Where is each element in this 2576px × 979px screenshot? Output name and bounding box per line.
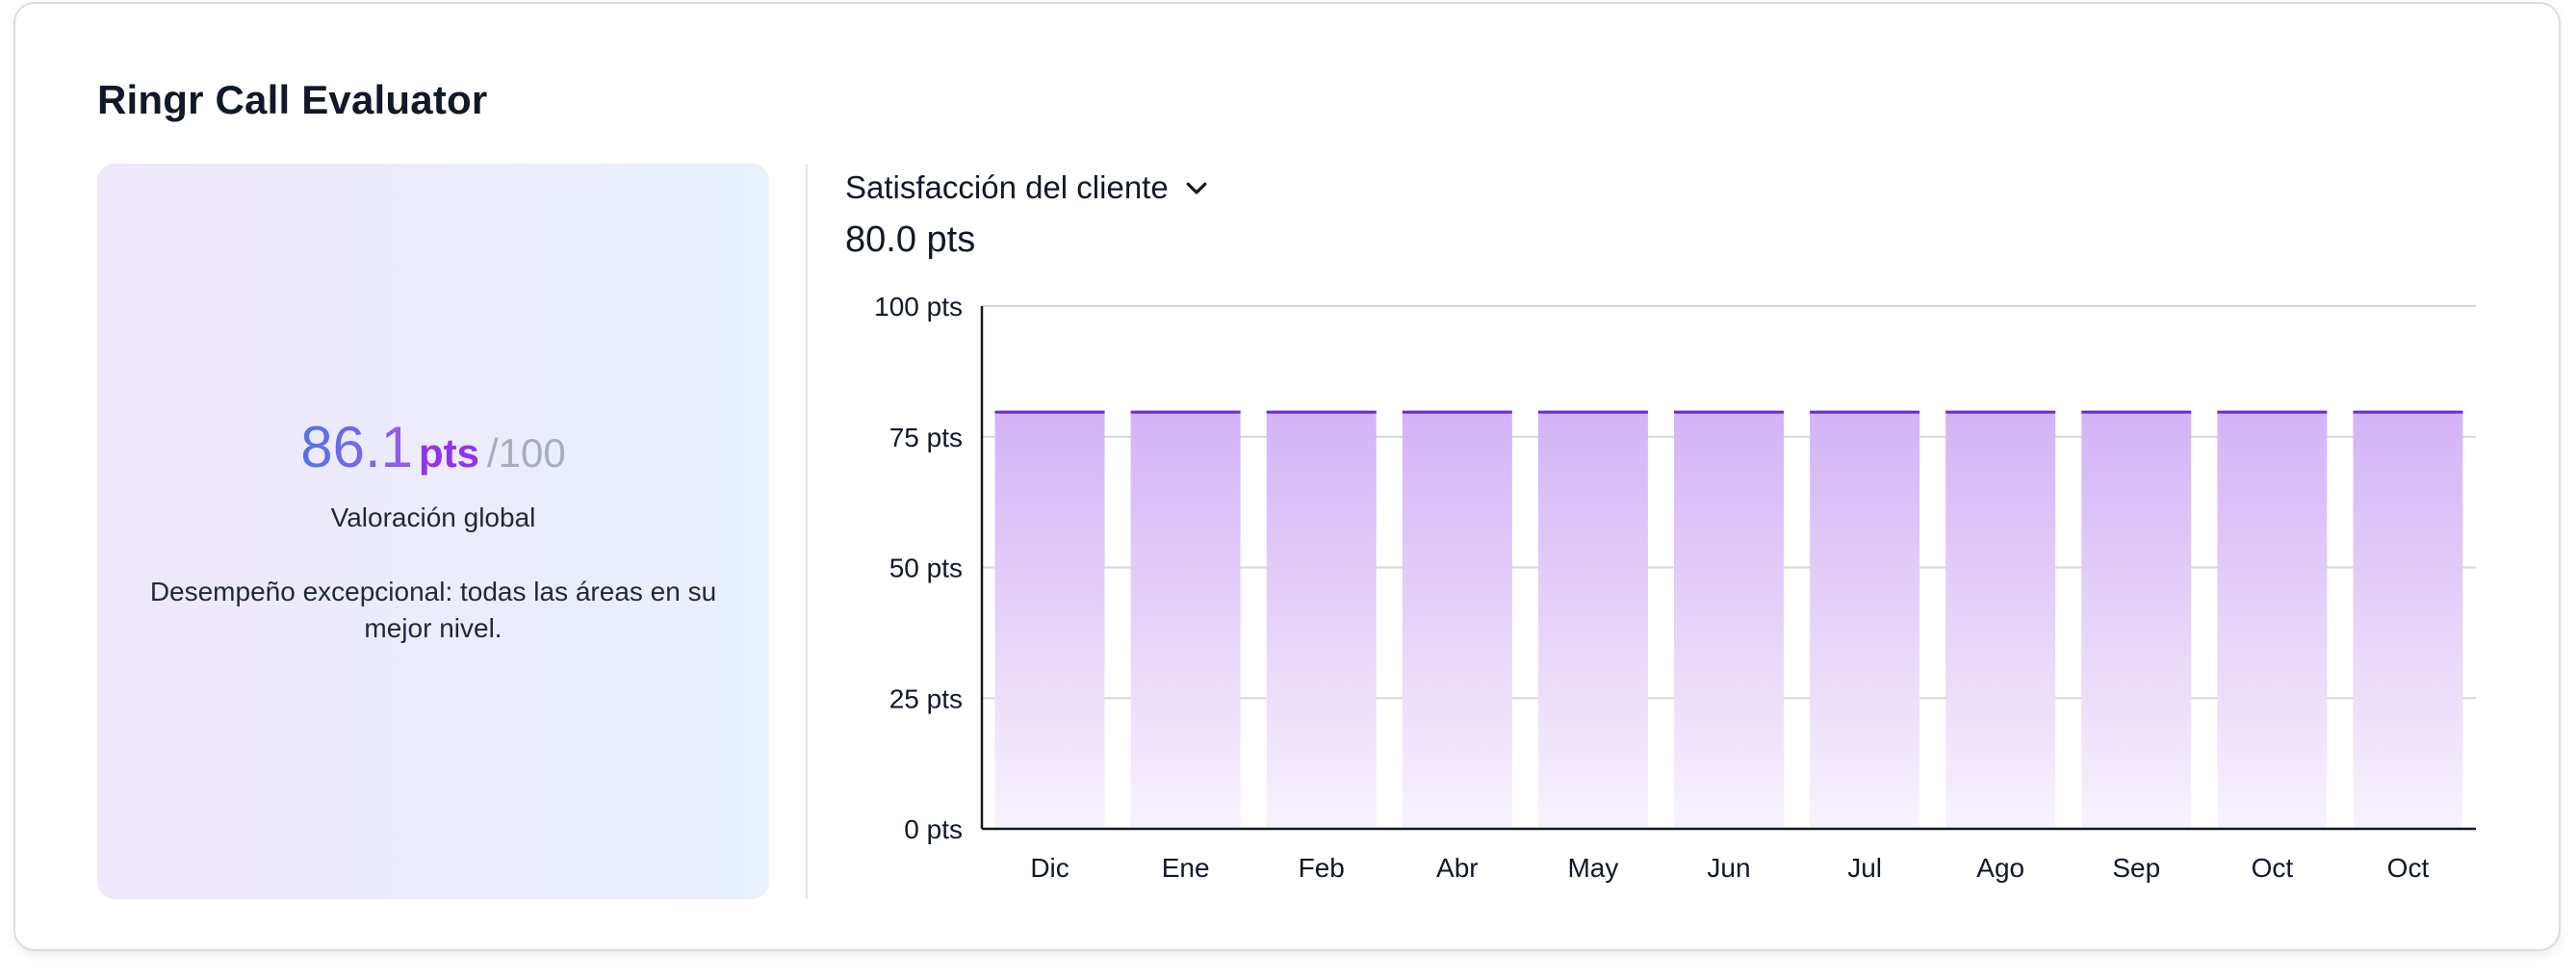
overall-score-panel: 86.1 pts/100 Valoración global Desempeño … [97,164,769,899]
y-tick-label: 50 pts [889,554,963,583]
app-title: Ringr Call Evaluator [97,77,488,122]
bar-dic-0 [994,410,1105,829]
y-tick-label: 25 pts [889,683,963,713]
chevron-down-icon [1186,182,1207,194]
bar-may-4 [1537,410,1648,829]
x-tick-label: May [1567,853,1618,883]
bar-jun-5 [1674,410,1784,829]
x-tick-label: Ene [1162,853,1210,883]
x-tick-label: Jul [1847,853,1882,883]
bar-oct-10 [2353,410,2463,829]
x-tick-label: Abr [1436,853,1479,883]
bar-ene-1 [1130,410,1241,829]
overall-score-value: 86.1 [300,415,414,479]
x-tick-label: Oct [2387,853,2430,883]
panel-divider [806,164,808,899]
bar-abr-3 [1402,410,1512,829]
x-tick-label: Oct [2252,853,2294,883]
metric-dropdown[interactable]: Satisfacción del cliente [845,166,1211,210]
y-tick-label: 75 pts [889,423,963,452]
overall-score-description: Desempeño excepcional: todas las áreas e… [149,577,717,643]
bar-ago-7 [1945,410,2056,829]
bar-jul-6 [1810,410,1920,829]
bar-oct-9 [2217,410,2328,829]
bar-feb-2 [1266,410,1377,829]
x-tick-label: Dic [1030,853,1069,883]
overall-score-unit: pts [419,430,480,476]
metric-bar-chart: 0 pts 25 pts 50 pts 75 pts 100 pts Dic Ene Feb A… [874,292,2476,883]
x-tick-label: Ago [1976,853,2024,883]
metric-dropdown-label: Satisfacción del cliente [845,169,1169,205]
x-tick-label: Sep [2112,853,2160,883]
overall-score-label: Valoración global [330,502,536,532]
metric-value: 80.0 pts [845,219,976,260]
bar-sep-8 [2081,410,2192,829]
y-tick-label: 100 pts [874,292,963,322]
y-tick-label: 0 pts [904,814,963,844]
x-tick-label: Feb [1299,853,1345,883]
overall-score: 86.1 pts/100 [97,414,769,480]
overall-score-max: /100 [487,430,566,476]
x-tick-label: Jun [1707,853,1750,883]
